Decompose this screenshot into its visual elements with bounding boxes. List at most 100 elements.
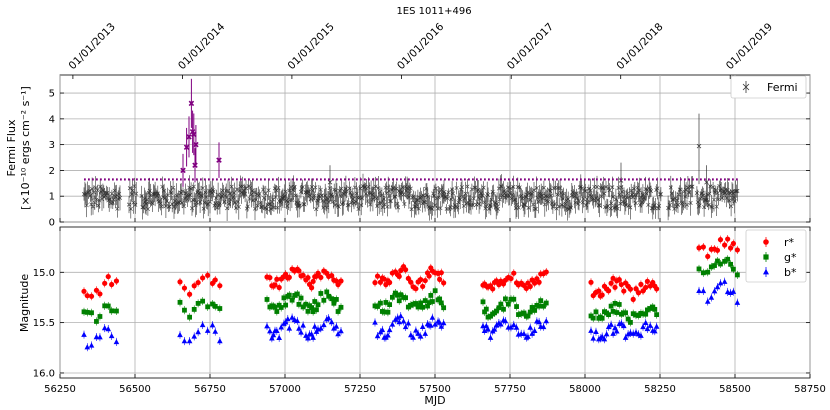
fermi-point xyxy=(275,205,280,210)
g-point xyxy=(278,305,284,310)
r-point xyxy=(630,296,636,302)
r-point xyxy=(725,236,731,242)
fermi-point xyxy=(658,192,663,197)
fermi-legend-x xyxy=(742,83,750,91)
fermi-point xyxy=(365,198,370,204)
fermi-point xyxy=(214,196,219,201)
x-tick-label: 56750 xyxy=(194,384,226,395)
g-point xyxy=(527,309,533,315)
g-point xyxy=(310,309,316,315)
fermi-point xyxy=(394,186,399,191)
r-point xyxy=(420,283,426,290)
top-date-axis: 01/01/2013 01/01/2014 01/01/2015 01/01/2016… xyxy=(67,21,775,79)
b-point xyxy=(400,318,407,324)
r-point xyxy=(734,247,740,253)
b-point xyxy=(508,324,514,330)
fermi-point xyxy=(396,205,401,210)
fermi-point xyxy=(449,197,454,202)
r-point xyxy=(638,281,644,287)
fermi-point xyxy=(375,204,380,209)
g-point xyxy=(403,295,409,301)
r-point xyxy=(405,275,411,282)
g-point xyxy=(305,308,311,314)
b-point xyxy=(379,326,386,333)
fermi-point xyxy=(355,195,360,200)
r-point xyxy=(438,270,444,276)
b-point xyxy=(97,334,103,340)
fermi-point xyxy=(683,194,688,199)
top-date-tick-label: 01/01/2014 xyxy=(176,21,228,73)
fermi-point xyxy=(297,203,303,208)
fermi-point xyxy=(253,197,258,202)
fermi-point xyxy=(366,184,371,189)
fermi-point xyxy=(615,206,620,211)
g-point xyxy=(210,301,215,307)
fermi-point xyxy=(469,187,474,192)
b-point xyxy=(704,298,711,304)
x-axis-label: MJD xyxy=(424,394,445,407)
g-point xyxy=(381,309,387,315)
g-point xyxy=(485,314,491,320)
fermi-point xyxy=(729,204,734,209)
fermi-legend: Fermi xyxy=(730,75,807,99)
b-point xyxy=(333,323,340,329)
b-point xyxy=(438,323,445,329)
g-point xyxy=(315,302,321,308)
fermi-point xyxy=(251,198,256,203)
fermi-point xyxy=(638,203,643,208)
fermi-point xyxy=(324,205,330,210)
fermi-point xyxy=(476,187,481,192)
g-point xyxy=(94,319,99,324)
r-point xyxy=(309,285,315,291)
b-point xyxy=(113,338,120,345)
b-point xyxy=(491,326,498,332)
fermi-point xyxy=(393,194,398,199)
g-point xyxy=(333,297,339,302)
fermi-point xyxy=(330,194,335,199)
r-point xyxy=(730,240,737,247)
fermi-point xyxy=(388,198,393,203)
b-point xyxy=(410,334,416,340)
g-point xyxy=(405,304,411,310)
fermi-point xyxy=(628,205,633,210)
fermi-point xyxy=(583,189,588,194)
fermi-point xyxy=(331,199,336,204)
g-point xyxy=(385,309,391,315)
fermi-point xyxy=(411,194,416,199)
r-point xyxy=(186,291,193,297)
b-point xyxy=(429,314,436,320)
g-point xyxy=(395,292,401,298)
fermi-point xyxy=(716,197,721,202)
r-point xyxy=(616,277,622,283)
r-point xyxy=(714,247,721,253)
fermi-point xyxy=(637,188,642,193)
g-point xyxy=(191,306,197,312)
g-point xyxy=(324,289,330,295)
fermi-legend-marker xyxy=(742,81,750,93)
g-point xyxy=(590,315,596,321)
fermi-point xyxy=(459,185,465,190)
b-point xyxy=(191,333,198,339)
legend-label-g: g* xyxy=(784,251,797,264)
fermi-point xyxy=(240,184,245,189)
b-point xyxy=(481,327,488,333)
b-point xyxy=(608,321,614,327)
fermi-point xyxy=(546,199,551,204)
r-point xyxy=(610,275,616,281)
fermi-point xyxy=(338,194,343,199)
b-point xyxy=(415,330,421,336)
r-point xyxy=(606,288,612,294)
fermi-point xyxy=(284,198,289,203)
fermi-point xyxy=(94,197,99,202)
fermi-point xyxy=(419,194,424,199)
fermi-point xyxy=(234,206,239,211)
g-point xyxy=(614,310,620,315)
fermi-point xyxy=(624,195,629,200)
fermi-point xyxy=(117,195,123,200)
r-point xyxy=(635,290,642,296)
b-point xyxy=(372,319,378,325)
r-point xyxy=(536,279,542,285)
g-point xyxy=(518,311,524,317)
optical-y-tick-label: 16.0 xyxy=(33,368,55,379)
r-point xyxy=(618,281,624,288)
